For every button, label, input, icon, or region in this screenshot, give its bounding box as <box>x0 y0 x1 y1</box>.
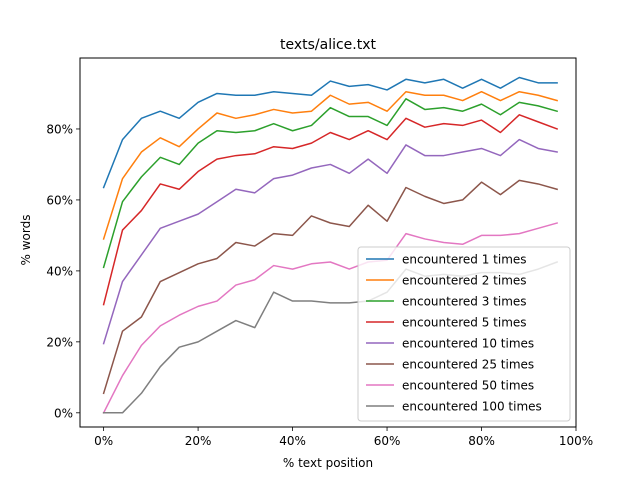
legend-label-1: encountered 2 times <box>402 274 527 288</box>
y-axis-label: % words <box>19 215 33 266</box>
x-tick-label: 0% <box>94 434 113 448</box>
x-axis-label: % text position <box>283 456 373 470</box>
legend-label-6: encountered 50 times <box>402 379 534 393</box>
x-tick-label: 40% <box>279 434 306 448</box>
legend-box <box>357 246 571 422</box>
x-tick-label: 80% <box>468 434 495 448</box>
y-tick-label: 60% <box>46 193 73 207</box>
series-line-4 <box>102 138 558 345</box>
x-tick-label: 60% <box>374 434 401 448</box>
y-tick-label: 0% <box>54 406 73 420</box>
legend-label-2: encountered 3 times <box>402 295 527 309</box>
y-tick-label: 80% <box>46 122 73 136</box>
y-tick-label: 40% <box>46 264 73 278</box>
plot-frame <box>79 57 577 428</box>
x-tick-label: 20% <box>185 434 212 448</box>
legend-label-3: encountered 5 times <box>402 316 527 330</box>
legend: encountered 1 times encountered 2 times en… <box>357 246 571 422</box>
series-line-6 <box>102 222 559 414</box>
ticks-layer: 0% 20% 40% 60% 80% 100% 0% 20% 40% 60% 80% <box>46 122 593 448</box>
chart-title: texts/alice.txt <box>280 37 377 53</box>
series-line-1 <box>102 90 559 240</box>
legend-label-0: encountered 1 times <box>402 253 527 267</box>
series-layer <box>102 76 559 414</box>
series-line-2 <box>102 98 559 269</box>
series-line-0 <box>102 76 558 189</box>
legend-label-4: encountered 10 times <box>402 337 534 351</box>
legend-label-5: encountered 25 times <box>402 358 534 372</box>
legend-label-7: encountered 100 times <box>402 400 542 414</box>
x-tick-label: 100% <box>559 434 593 448</box>
series-line-3 <box>102 114 559 306</box>
y-tick-label: 20% <box>46 335 73 349</box>
series-line-5 <box>102 179 559 395</box>
